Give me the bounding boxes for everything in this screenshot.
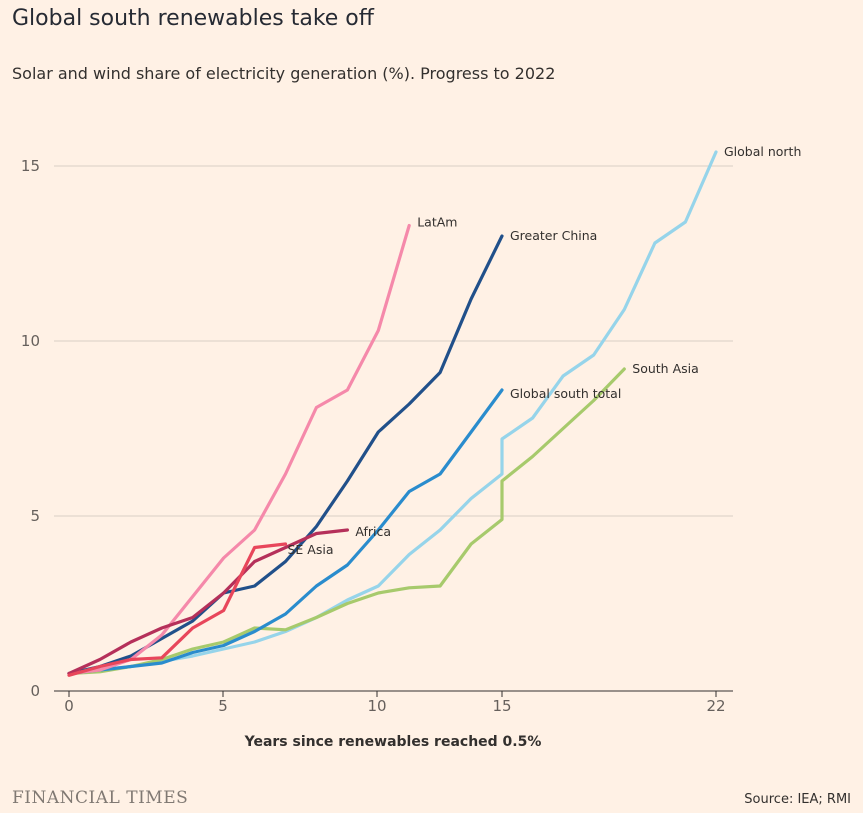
chart-subtitle: Solar and wind share of electricity gene… bbox=[12, 64, 556, 83]
y-tick-label: 5 bbox=[30, 507, 40, 525]
series-labels: Global north South Asia Global south total… bbox=[288, 144, 802, 557]
source-note: Source: IEA; RMI bbox=[744, 792, 851, 807]
series-line-africa bbox=[67, 528, 349, 676]
x-tick-label: 10 bbox=[367, 697, 386, 715]
series-lines bbox=[67, 150, 718, 677]
y-tick-label: 15 bbox=[21, 157, 40, 175]
x-tick-label: 5 bbox=[218, 697, 228, 715]
series-label-se-asia: SE Asia bbox=[288, 542, 334, 557]
y-tick-label: 10 bbox=[21, 332, 40, 350]
series-label-global-north: Global north bbox=[724, 144, 801, 159]
series-line-global-south-total bbox=[67, 388, 504, 676]
gridlines bbox=[54, 165, 733, 692]
x-tick-label: 0 bbox=[64, 697, 74, 715]
series-line-se-asia bbox=[67, 542, 288, 677]
series-label-south-asia: South Asia bbox=[632, 361, 699, 376]
series-label-africa: Africa bbox=[355, 524, 391, 539]
chart-area: 0 5 10 15 0 5 10 15 22 Global north South Asia Gl… bbox=[21, 144, 802, 750]
chart-title: Global south renewables take off bbox=[12, 6, 374, 31]
ft-logo: FINANCIAL TIMES bbox=[12, 788, 189, 808]
x-axis: 0 5 10 15 22 bbox=[64, 691, 726, 715]
y-tick-label: 0 bbox=[30, 682, 40, 700]
series-label-greater-china: Greater China bbox=[510, 228, 597, 243]
x-axis-label: Years since renewables reached 0.5% bbox=[244, 734, 542, 750]
x-tick-label: 22 bbox=[706, 697, 725, 715]
x-tick-label: 15 bbox=[492, 697, 511, 715]
y-axis: 0 5 10 15 bbox=[21, 157, 40, 700]
series-label-latam: LatAm bbox=[417, 215, 457, 230]
series-line-south-asia bbox=[67, 367, 626, 676]
series-line-latam bbox=[67, 223, 411, 676]
series-label-global-south-total: Global south total bbox=[510, 386, 621, 401]
series-line-greater-china bbox=[67, 234, 504, 676]
series-line-global-north bbox=[67, 150, 718, 676]
